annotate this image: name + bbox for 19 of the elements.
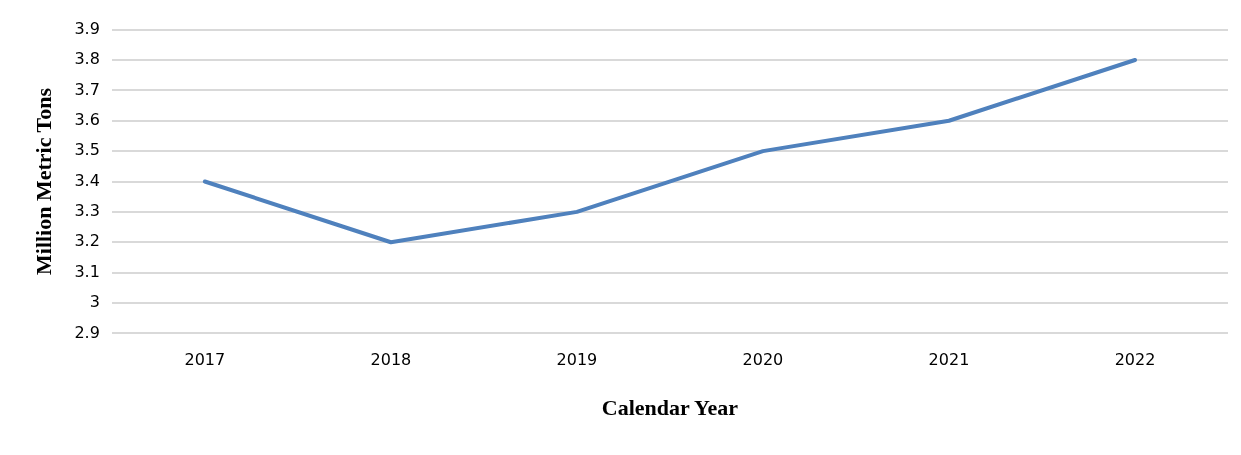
y-tick-label: 3.8 — [74, 49, 100, 69]
y-axis-title: Million Metric Tons — [30, 87, 56, 275]
x-tick-label: 2021 — [928, 350, 970, 370]
y-tick-label: 3.9 — [74, 18, 100, 38]
x-tick-label: 2017 — [184, 350, 226, 370]
y-tick-label: 3.1 — [74, 261, 100, 281]
x-tick-label: 2020 — [742, 350, 784, 370]
y-tick-label: 3.5 — [74, 140, 100, 160]
y-tick-label: 3.4 — [74, 170, 100, 190]
y-tick-label: 3 — [89, 292, 100, 312]
x-axis-title: Calendar Year — [601, 395, 739, 421]
y-tick-label: 3.3 — [74, 201, 100, 221]
y-tick-label: 3.2 — [74, 231, 100, 251]
y-tick-label: 2.9 — [74, 322, 100, 342]
x-tick-label: 2022 — [1114, 350, 1156, 370]
y-tick-label: 3.6 — [74, 109, 100, 129]
x-tick-label: 2018 — [370, 350, 412, 370]
y-tick-label: 3.7 — [74, 79, 100, 99]
x-tick-label: 2019 — [556, 350, 598, 370]
